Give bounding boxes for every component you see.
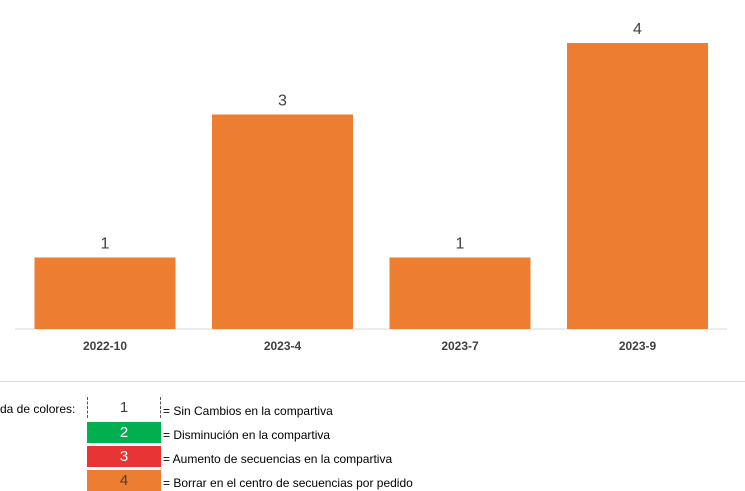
x-tick-label-2023-9: 2023-9 [619,339,657,353]
bar-2023-9 [567,43,708,329]
legend-text-unchanged: = Sin Cambios en la compartiva [163,404,333,418]
data-label-2023-7: 1 [456,236,465,253]
bars-group: 1 2022-10 3 2023-4 1 2023-7 4 2023-9 [34,21,708,353]
legend-swatch-increase: 3 [87,446,161,467]
x-tick-label-2023-7: 2023-7 [441,339,479,353]
data-label-2023-9: 4 [633,21,642,38]
data-label-2023-4: 3 [278,93,287,110]
bar-2022-10 [34,257,176,329]
legend-text-decrease: = Disminución en la compartiva [163,428,331,442]
bar-chart: 1 2022-10 3 2023-4 1 2023-7 4 2023-9 [15,21,727,353]
legend-swatch-decrease: 2 [87,422,161,443]
bar-2023-4 [212,114,353,329]
section-divider [0,381,745,382]
x-tick-label-2023-4: 2023-4 [264,339,302,353]
bar-2023-7 [389,257,531,329]
data-label-2022-10: 1 [101,236,110,253]
legend-swatch-delete: 4 [87,470,161,491]
legend-title: da de colores: [0,402,76,416]
x-tick-label-2022-10: 2022-10 [83,339,127,353]
legend-text-delete: = Borrar en el centro de secuencias por … [163,476,413,490]
legend-text-increase: = Aumento de secuencias en la compartiva [163,452,393,466]
legend-swatch-unchanged: 1 [87,397,161,418]
